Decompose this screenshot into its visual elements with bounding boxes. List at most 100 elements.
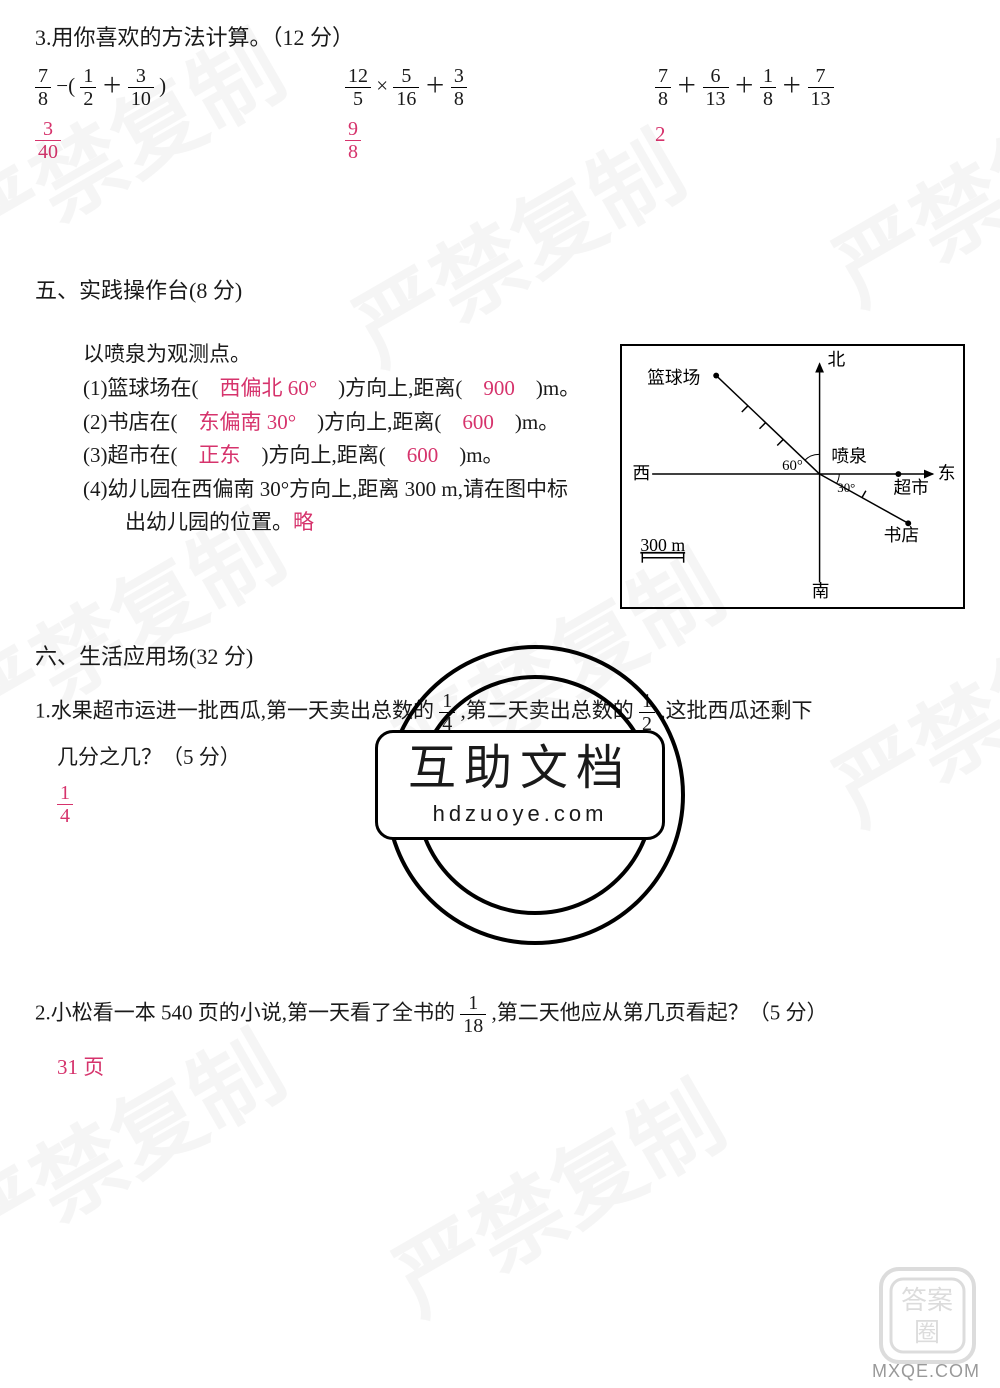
label-scale: 300 m <box>640 535 685 555</box>
frac-den: 2 <box>80 88 96 110</box>
text: )方向上,距离( <box>317 376 483 400</box>
frac-num: 12 <box>345 65 371 88</box>
corner-badge-icon: 答案 圈 <box>875 1263 980 1368</box>
label-angle60: 60° <box>782 458 803 474</box>
text: (3)超市在( <box>83 443 198 467</box>
answer-text: 略 <box>293 510 314 534</box>
frac-num: 7 <box>35 65 51 88</box>
frac-den: 8 <box>760 88 776 110</box>
op: ＋ <box>734 74 755 98</box>
watermark: 严禁复制 <box>0 1000 312 1305</box>
frac-num: 3 <box>451 65 467 88</box>
sec5-line4b: 出幼儿园的位置。略 <box>35 506 610 540</box>
answer-text: 900 <box>483 376 515 400</box>
answer-text: 西偏北 60° <box>219 376 317 400</box>
text: )方向上,距离( <box>296 410 462 434</box>
frac-den: 8 <box>35 88 51 110</box>
frac-num: 7 <box>808 65 834 88</box>
text: ,第二天他应从第几页看起？（5 分） <box>492 1000 828 1024</box>
text: (1)篮球场在( <box>83 376 219 400</box>
op: ＋ <box>676 74 697 98</box>
q3-eq1: 78 −( 12 ＋ 310 ) <box>35 65 345 110</box>
frac-num: 1 <box>639 690 655 713</box>
frac-den: 16 <box>393 88 419 110</box>
label-fountain: 喷泉 <box>831 447 867 467</box>
op: ＋ <box>425 74 446 98</box>
frac-den: 13 <box>808 88 834 110</box>
q3-eq3: 78 ＋ 613 ＋ 18 ＋ 713 <box>655 65 965 110</box>
sec5-line3: (3)超市在( 正东 )方向上,距离( 600 )m。 <box>35 439 610 473</box>
frac-num: 5 <box>393 65 419 88</box>
q3-eq1-answer: 340 <box>35 118 345 163</box>
ans-num: 1 <box>57 782 73 805</box>
text: 2.小松看一本 540 页的小说,第一天看了全书的 <box>35 1000 455 1024</box>
frac-num: 7 <box>655 65 671 88</box>
text: )方向上,距离( <box>240 443 406 467</box>
label-basketball: 篮球场 <box>647 368 700 388</box>
ans-den: 4 <box>57 805 73 827</box>
label-north: 北 <box>827 350 845 370</box>
frac-num: 1 <box>439 690 455 713</box>
label-east: 东 <box>938 463 956 483</box>
text: (2)书店在( <box>83 410 198 434</box>
label-west: 西 <box>632 463 650 483</box>
op: ＋ <box>102 74 123 98</box>
text: )m。 <box>494 410 559 434</box>
sec5-title: 五、实践操作台(8 分) <box>35 273 965 308</box>
frac-num: 1 <box>760 65 776 88</box>
op: ) <box>159 74 166 98</box>
text: )m。 <box>515 376 580 400</box>
sec6-title: 六、生活应用场(32 分) <box>35 639 965 674</box>
text: 出幼儿园的位置。 <box>125 510 293 534</box>
q3-title: 3.用你喜欢的方法计算。（12 分） <box>35 20 965 55</box>
frac-den: 18 <box>460 1015 486 1037</box>
frac-num: 1 <box>460 992 486 1015</box>
svg-text:圈: 圈 <box>914 1318 940 1347</box>
frac-den: 2 <box>639 713 655 735</box>
svg-text:答案: 答案 <box>901 1286 953 1315</box>
sec5-line4: (4)幼儿园在西偏南 30°方向上,距离 300 m,请在图中标 <box>35 473 610 507</box>
compass-diagram: 北 南 东 西 篮球场 喷泉 超市 书店 60° 30° 300 m <box>620 344 965 609</box>
frac-den: 8 <box>655 88 671 110</box>
sec6-q1-answer: 14 <box>35 782 965 827</box>
label-south: 南 <box>812 582 830 602</box>
watermark: 严禁复制 <box>368 1050 752 1355</box>
answer-text: 600 <box>407 443 439 467</box>
text: ,这批西瓜还剩下 <box>660 698 812 722</box>
site-watermark: MXQE.COM <box>872 1357 980 1386</box>
sec5-line1: (1)篮球场在( 西偏北 60° )方向上,距离( 900 )m。 <box>35 372 610 406</box>
ans-num: 3 <box>35 118 61 141</box>
frac-den: 5 <box>345 88 371 110</box>
text: ,第二天卖出总数的 <box>461 698 634 722</box>
frac-num: 6 <box>703 65 729 88</box>
answer-text: 600 <box>462 410 494 434</box>
q3-eq2-answer: 98 <box>345 118 655 163</box>
answer-text: 正东 <box>198 443 240 467</box>
frac-den: 4 <box>439 713 455 735</box>
frac-den: 13 <box>703 88 729 110</box>
sec5-body: 以喷泉为观测点。 (1)篮球场在( 西偏北 60° )方向上,距离( 900 )… <box>35 338 620 609</box>
frac-den: 8 <box>451 88 467 110</box>
label-supermarket: 超市 <box>893 478 928 498</box>
sec6-q1: 1.水果超市运进一批西瓜,第一天卖出总数的 14 ,第二天卖出总数的 12 ,这… <box>35 690 965 735</box>
q3-eq3-answer: 2 <box>655 118 965 163</box>
sec5-line2: (2)书店在( 东偏南 30° )方向上,距离( 600 )m。 <box>35 406 610 440</box>
op: −( <box>56 74 75 98</box>
label-angle30: 30° <box>837 481 855 495</box>
op: × <box>376 74 388 98</box>
ans-den: 8 <box>345 141 361 163</box>
op: ＋ <box>781 74 802 98</box>
label-bookstore: 书店 <box>884 525 919 545</box>
sec5-intro: 以喷泉为观测点。 <box>35 338 610 372</box>
text: 1.水果超市运进一批西瓜,第一天卖出总数的 <box>35 698 434 722</box>
sec6-q2: 2.小松看一本 540 页的小说,第一天看了全书的 118 ,第二天他应从第几页… <box>35 992 965 1037</box>
ans-den: 40 <box>35 141 61 163</box>
frac-num: 3 <box>128 65 154 88</box>
ans-num: 9 <box>345 118 361 141</box>
frac-den: 10 <box>128 88 154 110</box>
answer-text: 东偏南 30° <box>198 410 296 434</box>
sec6-q2-answer: 31 页 <box>35 1051 965 1085</box>
text: )m。 <box>438 443 503 467</box>
frac-num: 1 <box>80 65 96 88</box>
q3-equations: 78 −( 12 ＋ 310 ) 125 × 516 ＋ 38 78 ＋ 613… <box>35 65 965 110</box>
